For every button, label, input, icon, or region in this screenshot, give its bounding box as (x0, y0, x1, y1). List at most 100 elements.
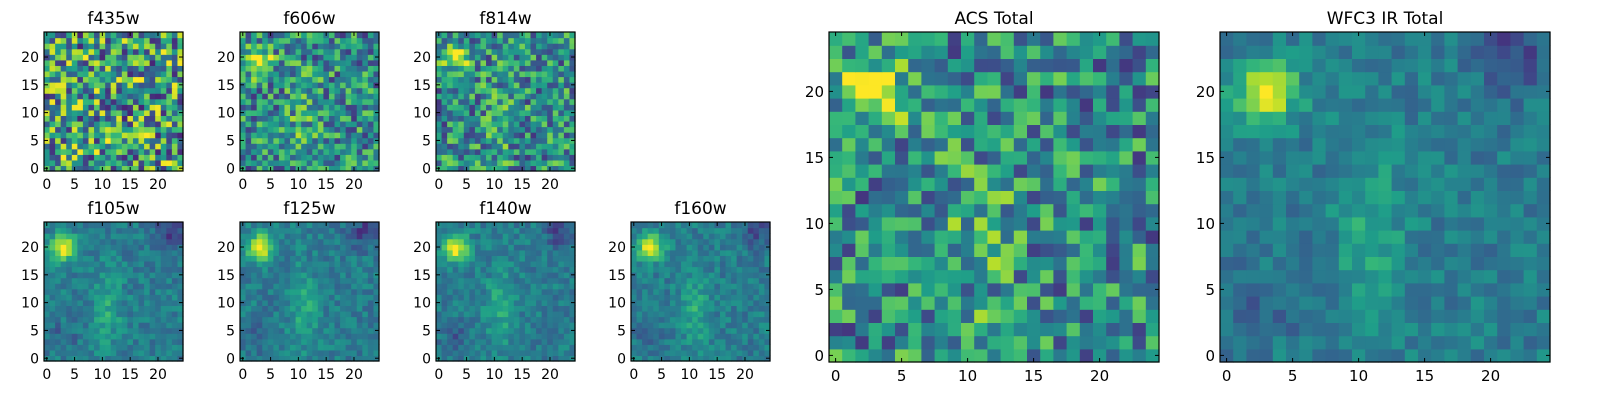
heat-cell (306, 272, 313, 279)
heat-cell (502, 87, 509, 94)
heat-cell (340, 143, 347, 150)
heat-cell (474, 322, 482, 329)
panel-5-frame (239, 221, 380, 362)
heat-cell (105, 37, 112, 44)
heat-cell (116, 159, 123, 167)
heat-cell (669, 305, 677, 312)
heat-cell (290, 333, 297, 340)
heat-cell (149, 65, 156, 72)
heat-cell (647, 233, 654, 240)
heat-cell (121, 165, 128, 172)
heat-cell (60, 310, 67, 318)
heat-cell (340, 327, 347, 334)
heat-cell (362, 238, 369, 245)
heat-cell (77, 143, 84, 150)
heat-cell (681, 333, 688, 340)
heat-cell (1079, 256, 1094, 271)
heat-cell (66, 349, 73, 357)
heat-cell (486, 48, 493, 55)
heat-cell (486, 260, 493, 268)
heat-cell (541, 283, 548, 290)
heat-cell (82, 238, 90, 245)
heat-cell (436, 227, 443, 234)
heat-cell (312, 154, 319, 161)
heat-cell (160, 344, 167, 351)
heat-cell (536, 154, 543, 161)
heat-cell (1053, 309, 1068, 323)
heat-cell (273, 48, 280, 55)
heat-cell (552, 54, 559, 61)
heat-cell (149, 227, 156, 234)
heat-cell (284, 76, 291, 83)
heat-cell (469, 238, 476, 245)
heat-cell (469, 159, 476, 167)
heat-cell (99, 37, 106, 44)
heat-cell (99, 137, 106, 144)
heat-cell (155, 349, 162, 357)
heat-cell (144, 132, 151, 139)
heat-cell (519, 93, 526, 100)
heat-cell (256, 132, 263, 139)
heat-cell (116, 109, 123, 116)
heat-cell (536, 37, 543, 44)
heat-cell (356, 82, 363, 89)
heat-cell (697, 322, 704, 329)
heat-cell (513, 159, 520, 167)
heat-cell (71, 277, 78, 284)
heat-cell (240, 37, 247, 44)
heat-cell (77, 260, 84, 268)
heat-cell (558, 54, 565, 61)
heat-cell (1027, 348, 1041, 363)
heat-cell (469, 244, 476, 251)
heat-cell (719, 233, 727, 240)
heat-cell (558, 93, 565, 100)
heat-cell (367, 288, 375, 295)
heat-cell (719, 344, 727, 351)
heat-cell (295, 277, 302, 284)
heat-cell (530, 238, 537, 245)
heat-cell (758, 344, 766, 351)
heat-cell (552, 233, 559, 240)
heat-cell (736, 260, 743, 268)
heat-cell (334, 82, 341, 89)
heat-cell (1027, 335, 1041, 350)
heat-cell (295, 255, 302, 262)
heat-cell (524, 120, 532, 128)
heat-cell (132, 283, 140, 290)
heat-cell (829, 203, 843, 218)
heat-cell (49, 238, 56, 245)
heat-cell (138, 233, 145, 240)
heat-cell (121, 120, 128, 128)
heat-cell (105, 82, 112, 89)
heat-cell (88, 266, 95, 273)
heat-cell (692, 333, 699, 340)
heat-cell (631, 288, 638, 295)
heat-cell (323, 233, 330, 240)
heat-cell (491, 137, 498, 144)
heat-cell (356, 54, 363, 61)
heat-cell (82, 294, 90, 301)
heat-cell (295, 93, 302, 100)
heat-cell (94, 244, 101, 251)
heat-cell (447, 43, 454, 50)
heat-cell (541, 109, 548, 116)
y-tick-label: 15 (413, 78, 431, 94)
heat-cell (251, 70, 258, 78)
heat-cell (155, 65, 162, 72)
heat-cell (558, 272, 565, 279)
heat-cell (278, 227, 286, 234)
heat-cell (240, 43, 247, 50)
heat-cell (312, 316, 319, 323)
heat-cell (480, 233, 487, 240)
heat-cell (340, 32, 347, 39)
heat-cell (262, 344, 269, 351)
heat-cell (88, 54, 95, 61)
heat-cell (708, 338, 715, 345)
heat-cell (714, 283, 721, 290)
heat-cell (334, 255, 341, 262)
heat-cell (323, 294, 330, 301)
heat-cell (94, 327, 101, 334)
heat-cell (312, 165, 319, 172)
heat-cell (552, 283, 559, 290)
heat-cell (664, 244, 671, 251)
